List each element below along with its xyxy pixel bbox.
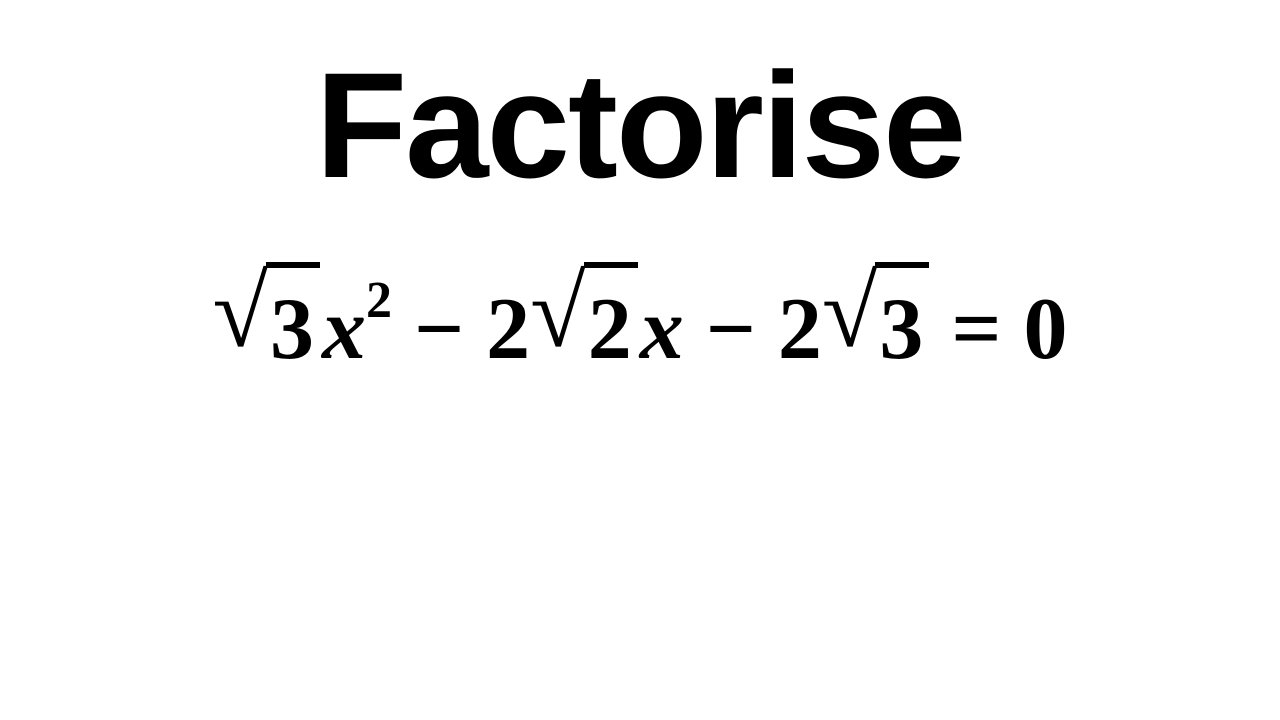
op-minus-2: − xyxy=(684,286,778,374)
radicand-2: 2 xyxy=(584,262,638,374)
radicand-3: 3 xyxy=(875,262,929,374)
var-x-1: x xyxy=(320,286,366,374)
surd-icon: √ xyxy=(822,262,878,376)
var-x-2: x xyxy=(638,286,684,374)
sqrt-3: √ 3 xyxy=(822,260,930,374)
op-equals: = xyxy=(929,286,1023,374)
radicand-1: 3 xyxy=(266,262,320,374)
term-zero: 0 xyxy=(1024,286,1068,374)
term-x: x xyxy=(638,286,684,374)
op-minus-1: − xyxy=(392,286,486,374)
sqrt-2: √ 2 xyxy=(530,260,638,374)
surd-icon: √ xyxy=(212,262,268,376)
equation: √ 3 x 2 − 2 √ 2 x − xyxy=(212,260,1067,374)
title: Factorise xyxy=(316,50,965,200)
term-2: 2 xyxy=(486,286,530,374)
rhs-zero: 0 xyxy=(1024,286,1068,374)
term-x-squared: x 2 xyxy=(320,286,392,374)
radicand-3-value: 3 xyxy=(879,286,923,374)
coeff-2-a: 2 xyxy=(486,286,530,374)
radicand-1-value: 3 xyxy=(270,286,314,374)
surd-icon: √ xyxy=(530,262,586,376)
term-sqrt2: √ 2 xyxy=(530,260,638,374)
exponent-2: 2 xyxy=(366,271,392,330)
radicand-2-value: 2 xyxy=(588,286,632,374)
page: Factorise √ 3 x 2 − 2 √ 2 xyxy=(0,0,1280,720)
coeff-2-b: 2 xyxy=(778,286,822,374)
sqrt-1: √ 3 xyxy=(212,260,320,374)
term-2b: 2 xyxy=(778,286,822,374)
term-sqrt3: √ 3 xyxy=(212,260,320,374)
term-sqrt3b: √ 3 xyxy=(822,260,930,374)
